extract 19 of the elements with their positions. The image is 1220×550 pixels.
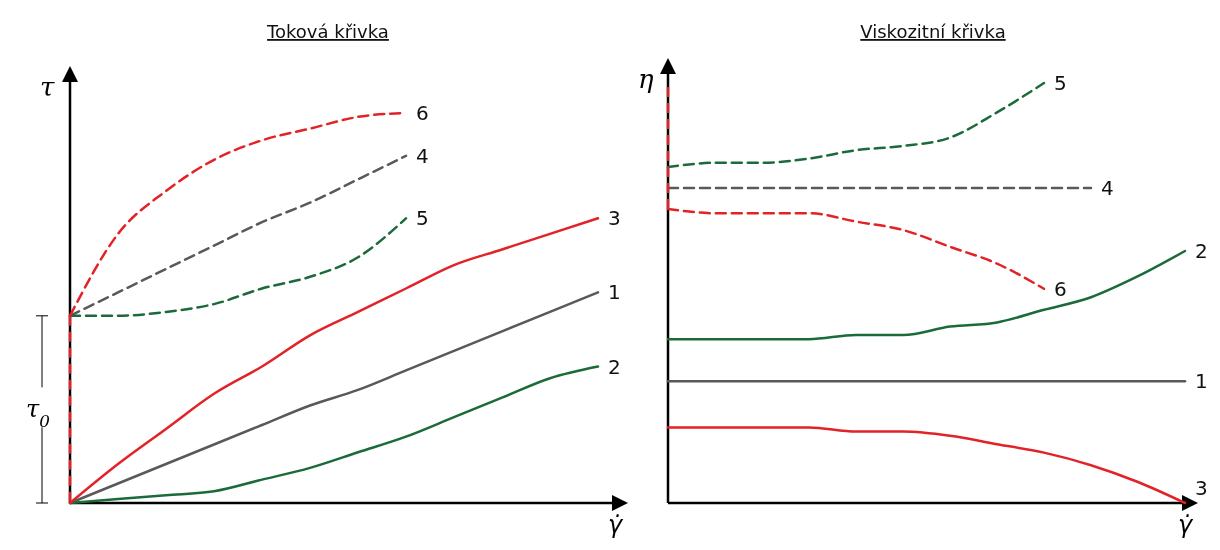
series-label: 2 (1195, 239, 1208, 263)
series-label: 5 (416, 206, 429, 231)
x-axis-title: γ̇ (608, 511, 624, 539)
series-label: 6 (1054, 276, 1067, 301)
series-label: 2 (608, 354, 621, 379)
series-label: 5 (1054, 71, 1067, 95)
series-label: 4 (1101, 176, 1114, 200)
y-axis-title: τ (40, 72, 55, 102)
x-axis-title: γ̇ (1178, 511, 1194, 539)
series-label: 6 (416, 101, 429, 125)
series-label: 3 (608, 206, 621, 231)
series-label: 4 (416, 143, 429, 168)
chart-title: Viskozitní křivka (860, 21, 1006, 42)
series-label: 1 (608, 280, 621, 305)
y-axis-title: η (638, 64, 654, 94)
text: τ$_{0}$ (26, 395, 51, 432)
series-label: 1 (1195, 369, 1208, 394)
series-label: 3 (1195, 476, 1208, 500)
chart-title: Toková křivka (266, 21, 389, 42)
